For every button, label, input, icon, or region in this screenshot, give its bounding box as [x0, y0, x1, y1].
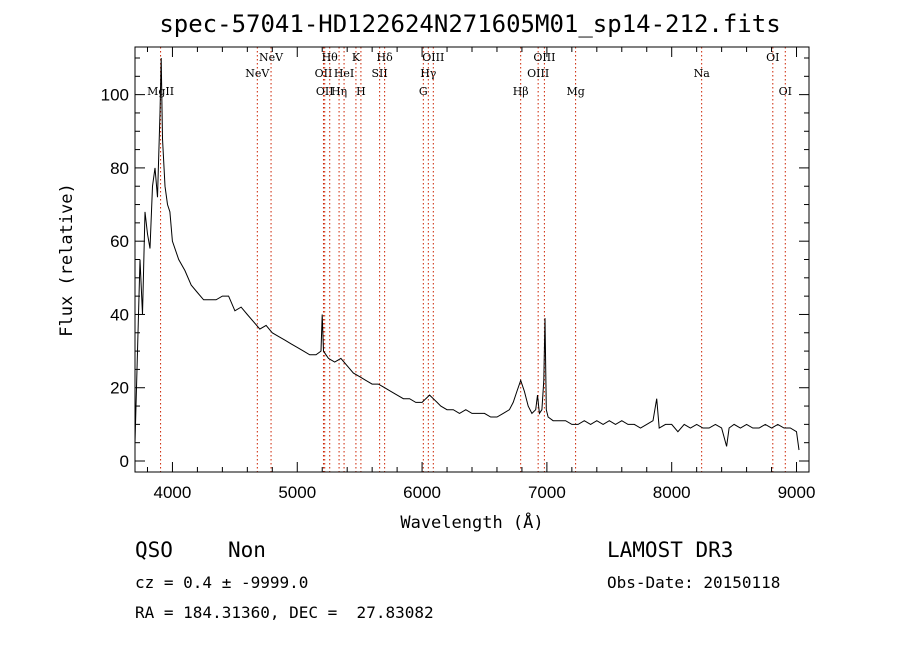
y-axis-label: Flux (relative) [57, 183, 77, 337]
y-tick-label: 60 [110, 232, 129, 251]
x-tick-label: 7000 [528, 483, 566, 502]
spectral-line-label: Hγ [420, 67, 437, 80]
spectral-line-label: Hθ [322, 51, 339, 64]
object-class: QSO [135, 538, 173, 562]
y-tick-label: 80 [110, 159, 129, 178]
x-tick-label: 9000 [778, 483, 816, 502]
spectral-line-label: OIII [527, 67, 549, 80]
spectral-line-label: Mg [566, 85, 584, 98]
spectral-line-markers: MgIINeVNeVOIIOIIHθHηHeIKHSIIHδGHγOIIIHβO… [147, 47, 792, 472]
spectral-line-label: Hδ [377, 51, 394, 64]
spectral-line-label: OII [316, 85, 334, 98]
spectral-line-label: NeV [259, 51, 284, 64]
spectral-line-label: OIII [533, 51, 555, 64]
plot-frame [134, 46, 810, 473]
spectral-line-label: G [419, 85, 428, 98]
axis-ticks: 4000 5000 6000 7000 8000 9000 0 20 40 60 80 100 [101, 47, 816, 502]
y-tick-label: 40 [110, 305, 129, 324]
coordinates-readout: RA = 184.31360, DEC = 27.83082 [135, 603, 434, 622]
spectral-line-label: H [356, 85, 366, 98]
object-subclass: Non [228, 538, 266, 562]
y-tick-label: 100 [101, 86, 129, 105]
chart-title: spec-57041-HD122624N271605M01_sp14-212.f… [159, 10, 780, 38]
x-tick-label: 8000 [653, 483, 691, 502]
survey-name: LAMOST DR3 [607, 538, 734, 562]
spectral-line-label: OI [766, 51, 779, 64]
observation-date: Obs-Date: 20150118 [607, 573, 781, 592]
spectral-line-label: SII [372, 67, 388, 80]
x-tick-label: 4000 [154, 483, 192, 502]
x-axis-label: Wavelength (Å) [400, 511, 543, 533]
spectral-line-label: Hη [331, 85, 347, 98]
spectral-line-label: OIII [422, 51, 444, 64]
spectrum-series [134, 57, 800, 451]
spectral-line-label: NeV [245, 67, 270, 80]
redshift-readout: cz = 0.4 ± -9999.0 [135, 573, 309, 592]
spectral-line-label: OII [315, 67, 333, 80]
spectral-line-label: HeI [334, 67, 354, 80]
y-tick-label: 0 [120, 452, 129, 471]
spectral-line-label: OI [779, 85, 792, 98]
spectral-line-label: Hβ [513, 85, 529, 98]
y-tick-label: 20 [110, 379, 129, 398]
spectral-line-label: Na [694, 67, 711, 80]
spectral-line-label: K [352, 51, 361, 64]
x-tick-label: 6000 [403, 483, 441, 502]
spectrum-line [134, 57, 800, 451]
x-tick-label: 5000 [278, 483, 316, 502]
